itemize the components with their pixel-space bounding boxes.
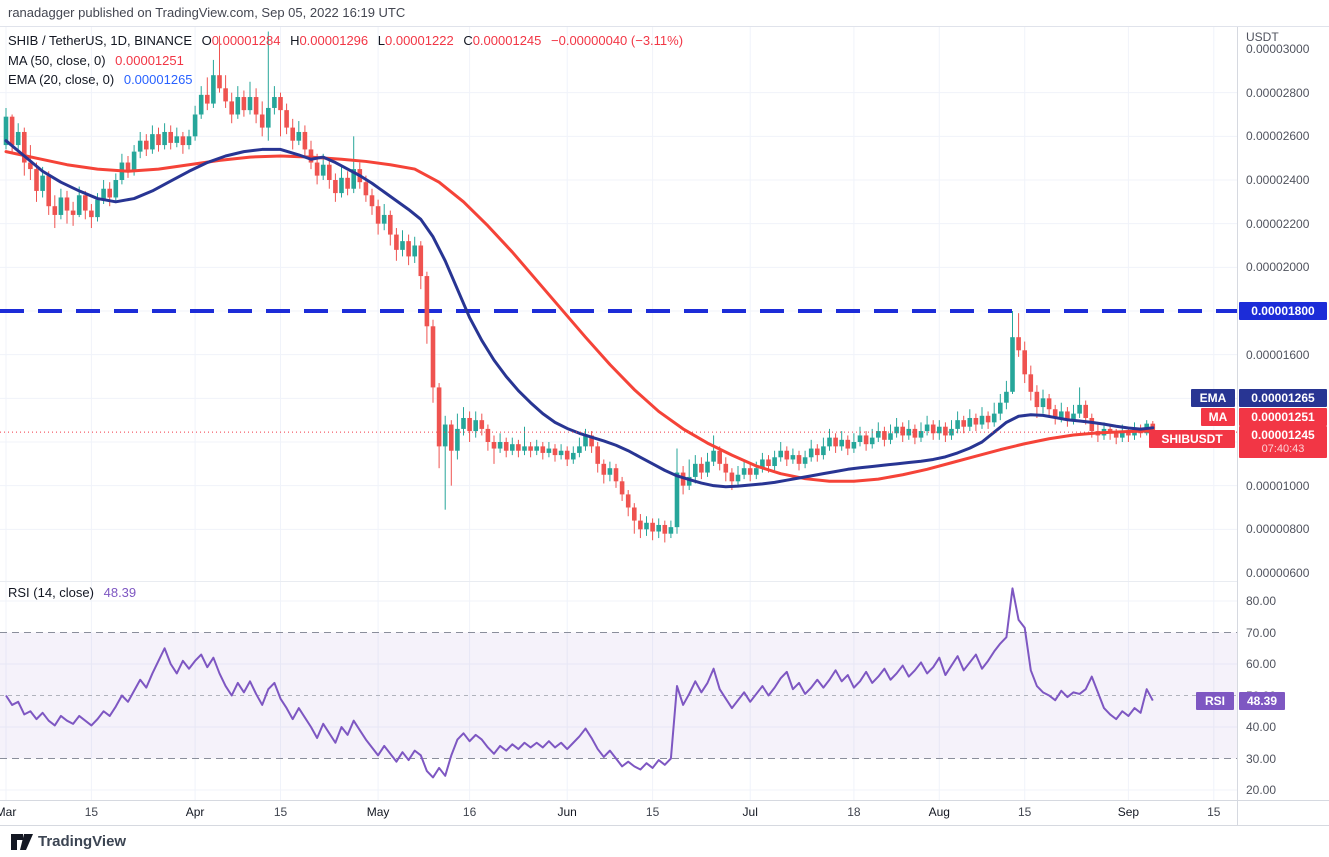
tradingview-brand-text[interactable]: TradingView xyxy=(38,833,127,850)
ema-legend-row[interactable]: EMA (20, close, 0) 0.00001265 xyxy=(8,72,193,87)
price-axis-label: 0.00003000 xyxy=(1246,42,1310,56)
candle-countdown: 07:40:43 xyxy=(1261,443,1305,455)
rsi-axis-label: 60.00 xyxy=(1246,657,1277,671)
time-axis-label: May xyxy=(366,805,390,819)
time-axis-label: Jun xyxy=(557,805,577,819)
time-axis-label: Aug xyxy=(928,805,950,819)
time-axis-label: Sep xyxy=(1117,805,1140,819)
symbol-tag-value: 0.00001245 07:40:43 xyxy=(1239,426,1327,458)
chart-canvas[interactable] xyxy=(0,0,1329,830)
rsi-axis-label: 70.00 xyxy=(1246,625,1277,640)
time-axis-label: Mar xyxy=(0,805,17,819)
time-axis-label: Jul xyxy=(742,805,758,819)
ohlc-low-key: L xyxy=(377,33,385,48)
symbol-tag-name: SHIBUSDT xyxy=(1149,430,1235,448)
time-axis[interactable]: Mar 15 Apr 15 May 16 Jun 15 Jul 18 Aug 15 Sep 15 xyxy=(0,800,1237,825)
symbol-tag-price: 0.00001245 xyxy=(1251,428,1315,442)
axis-currency-label: USDT xyxy=(1246,30,1279,44)
header-bar: ranadagger published on TradingView.com,… xyxy=(0,0,1329,27)
rsi-axis-label: 40.00 xyxy=(1246,720,1277,734)
price-axis-label: 0.00001600 xyxy=(1246,347,1310,362)
time-axis-label: 15 xyxy=(645,805,660,819)
ema-label: EMA (20, close, 0) xyxy=(8,72,115,87)
ma-tag-name: MA xyxy=(1201,408,1235,426)
rsi-label: RSI (14, close) xyxy=(8,585,94,600)
attribution-text: ranadagger published on TradingView.com,… xyxy=(8,5,406,20)
time-axis-label: 16 xyxy=(462,805,477,819)
ohlc-high-key: H xyxy=(290,33,300,48)
ema-tag-value: 0.00001265 xyxy=(1239,389,1327,407)
ema-tag-name: EMA xyxy=(1191,389,1235,407)
time-axis-label: 15 xyxy=(273,805,288,819)
price-axis-label: 0.00002200 xyxy=(1246,216,1310,231)
price-axis-label: 0.00001000 xyxy=(1246,478,1310,493)
time-axis-label: 15 xyxy=(84,805,99,819)
change-value: −0.00000040 (−3.11%) xyxy=(551,33,684,48)
price-axis-label: 0.00002600 xyxy=(1246,129,1310,144)
hline-price-tag: 0.00001800 xyxy=(1239,302,1327,320)
symbol-legend-row[interactable]: SHIB / TetherUS, 1D, BINANCE O0.00001284… xyxy=(8,33,683,48)
rsi-tag-value: 48.39 xyxy=(1239,692,1285,710)
time-axis-label: Apr xyxy=(185,805,205,819)
time-axis-label: 18 xyxy=(847,805,861,819)
ma-legend-row[interactable]: MA (50, close, 0) 0.00001251 xyxy=(8,53,184,68)
price-axis-label: 0.00000600 xyxy=(1246,566,1310,580)
ma-label: MA (50, close, 0) xyxy=(8,53,106,68)
footer-bar: TradingView xyxy=(0,826,1329,857)
price-axis-label: 0.00002000 xyxy=(1246,260,1310,275)
price-axis-label: 0.00000800 xyxy=(1246,522,1310,537)
rsi-axis-label: 80.00 xyxy=(1246,594,1277,608)
rsi-legend-row[interactable]: RSI (14, close) 48.39 xyxy=(8,585,136,600)
ohlc-low-value: 0.00001222 xyxy=(385,33,454,48)
tradingview-logo-icon[interactable] xyxy=(10,832,34,852)
time-axis-label: 15 xyxy=(1018,805,1032,819)
ohlc-open-key: O xyxy=(201,33,212,48)
ohlc-high-value: 0.00001296 xyxy=(299,33,369,48)
rsi-value: 48.39 xyxy=(103,585,137,600)
ema-value: 0.00001265 xyxy=(123,72,193,87)
symbol-title: SHIB / TetherUS, 1D, BINANCE xyxy=(8,33,192,48)
price-axis[interactable]: 0.00003000 0.00002800 0.00002600 0.00002400… xyxy=(1237,0,1329,826)
ohlc-open-value: 0.00001284 xyxy=(211,33,281,48)
ma-tag-value: 0.00001251 xyxy=(1239,408,1327,426)
ma-value: 0.00001251 xyxy=(115,53,184,68)
ohlc-close-key: C xyxy=(463,33,473,48)
price-axis-label: 0.00002400 xyxy=(1246,173,1310,187)
time-axis-label: 15 xyxy=(1207,805,1221,819)
rsi-axis-label: 20.00 xyxy=(1246,783,1277,797)
rsi-axis-label: 30.00 xyxy=(1246,751,1277,766)
price-axis-label: 0.00002800 xyxy=(1246,85,1310,100)
ohlc-close-value: 0.00001245 xyxy=(472,33,542,48)
rsi-tag-name: RSI xyxy=(1196,692,1234,710)
